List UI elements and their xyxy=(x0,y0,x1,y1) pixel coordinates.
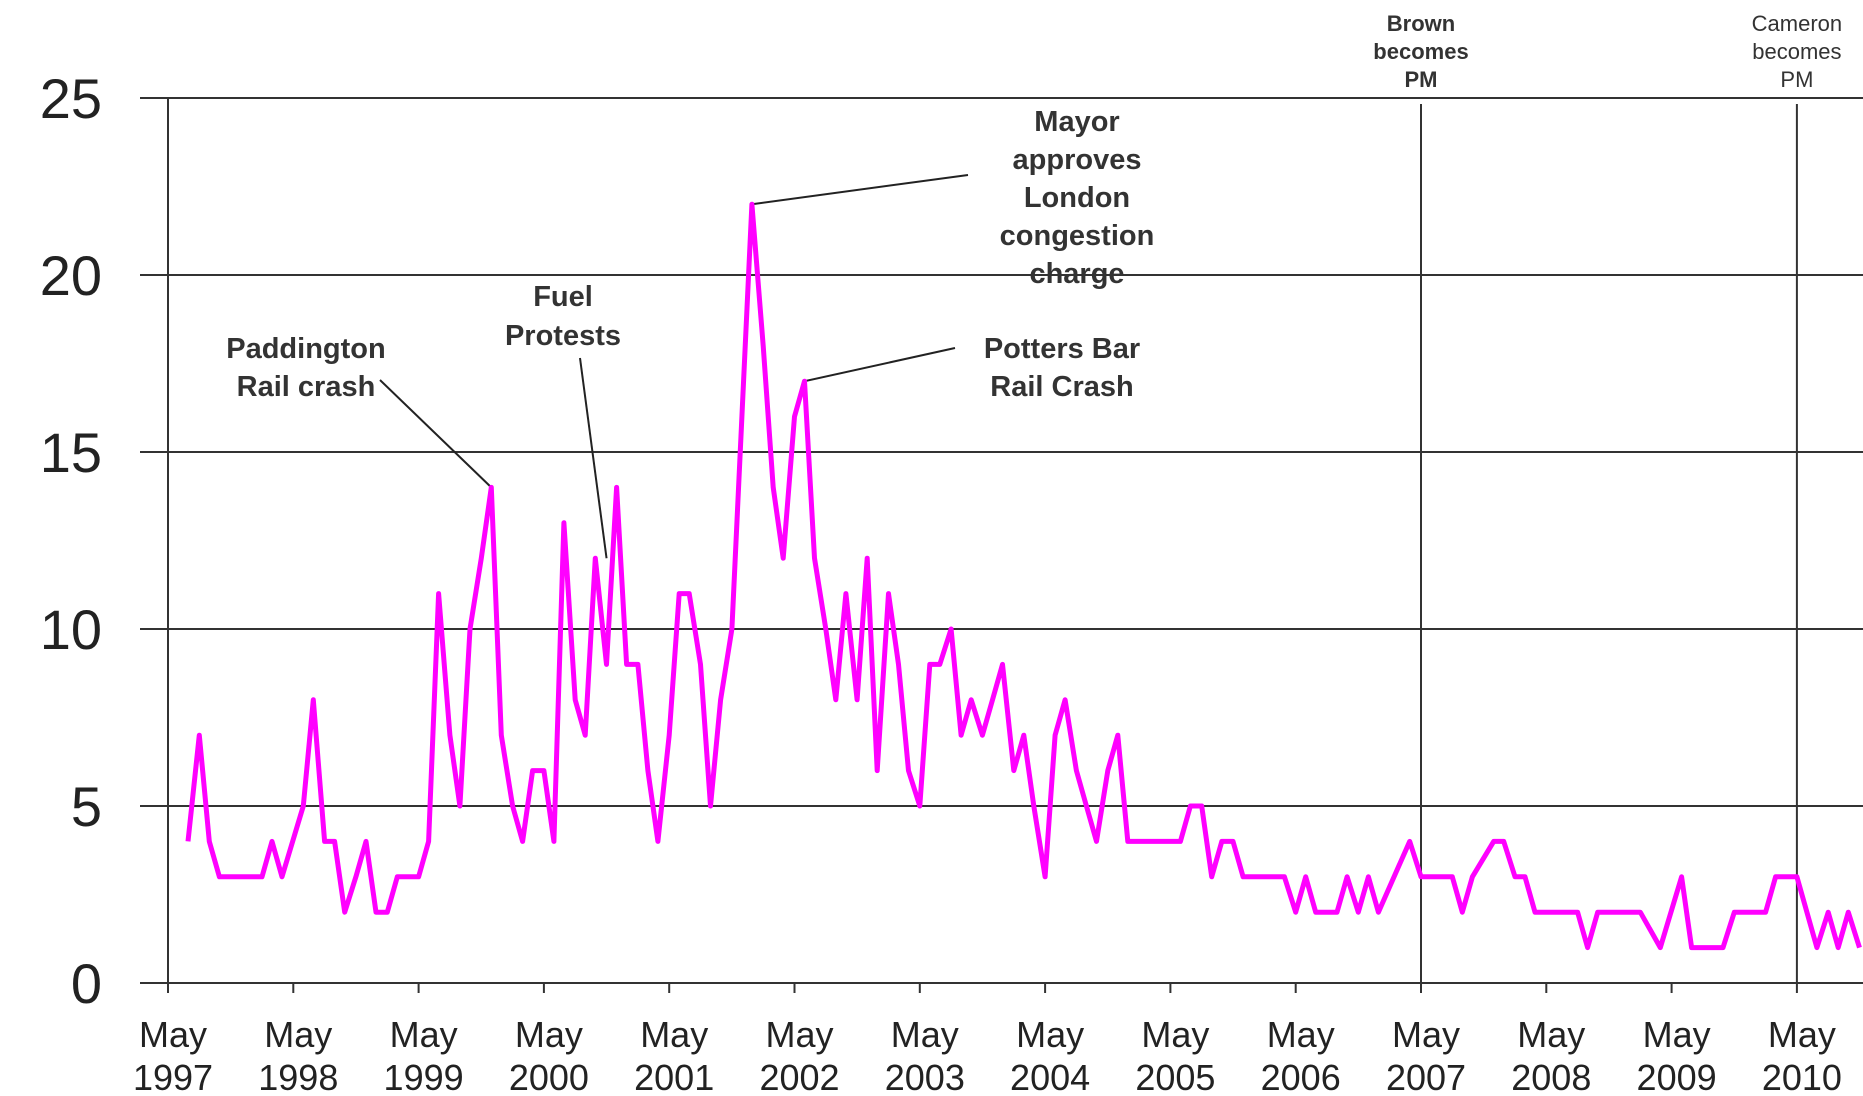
y-tick-label: 20 xyxy=(40,244,102,307)
x-tick-month: May xyxy=(390,1014,458,1055)
annotation-leader xyxy=(751,174,969,206)
annotation-label: Mayor xyxy=(1034,106,1119,138)
event-label: Cameron xyxy=(1752,11,1842,36)
x-tick-year: 2009 xyxy=(1637,1057,1717,1096)
x-tick-year: 2003 xyxy=(885,1057,965,1096)
annotation-label: Potters Bar xyxy=(984,333,1140,365)
gridlines xyxy=(140,97,1863,807)
annotation-leader-lines xyxy=(379,174,969,559)
y-tick-label: 0 xyxy=(71,952,102,1015)
x-tick-month: May xyxy=(1768,1014,1836,1055)
event-label: becomes xyxy=(1752,39,1841,64)
x-tick-month: May xyxy=(1016,1014,1084,1055)
x-tick-year: 1997 xyxy=(133,1057,213,1096)
x-tick-year: 2010 xyxy=(1762,1057,1842,1096)
x-tick-month: May xyxy=(1267,1014,1335,1055)
x-tick-year: 2007 xyxy=(1386,1057,1466,1096)
x-tick-year: 2004 xyxy=(1010,1057,1090,1096)
annotation-label: Paddington xyxy=(226,333,385,365)
x-tick-year: 2008 xyxy=(1511,1057,1591,1096)
x-tick-year: 2006 xyxy=(1261,1057,1341,1096)
y-tick-labels: 0 5 10 15 20 25 xyxy=(40,67,102,1015)
x-tick-month: May xyxy=(1643,1014,1711,1055)
x-tick-year: 2001 xyxy=(634,1057,714,1096)
event-label: PM xyxy=(1405,67,1438,92)
x-tick-month: May xyxy=(891,1014,959,1055)
x-tick-month: May xyxy=(264,1014,332,1055)
x-tick-year: 1998 xyxy=(258,1057,338,1096)
x-tick-month: May xyxy=(1141,1014,1209,1055)
annotation-label: Fuel xyxy=(533,281,593,313)
x-tick-year: 2005 xyxy=(1135,1057,1215,1096)
annotation-label: charge xyxy=(1029,258,1124,290)
event-label: PM xyxy=(1780,67,1813,92)
x-tick-year: 2002 xyxy=(759,1057,839,1096)
x-tick-month: May xyxy=(640,1014,708,1055)
x-tick-month: May xyxy=(1517,1014,1585,1055)
x-tick-month: May xyxy=(1392,1014,1460,1055)
series-lines xyxy=(185,201,1862,951)
axes xyxy=(140,98,1863,984)
x-tick-month: May xyxy=(139,1014,207,1055)
annotation-leader xyxy=(579,357,608,559)
x-tick-month: May xyxy=(765,1014,833,1055)
series-line xyxy=(185,201,1862,951)
annotation-label: Rail Crash xyxy=(990,371,1133,403)
annotation-labels: Paddington Rail crash Fuel Protests Mayor app… xyxy=(226,106,1154,403)
event-label: becomes xyxy=(1373,39,1468,64)
annotation-leader xyxy=(379,379,492,489)
x-tick-year: 2000 xyxy=(509,1057,589,1096)
annotation-label: London xyxy=(1024,182,1130,214)
x-tick-labels: May1997May1998May1999May2000May2001May20… xyxy=(133,983,1842,1096)
annotation-leader xyxy=(804,347,956,383)
event-markers: Brown becomes PM Cameron becomes PM xyxy=(1373,11,1842,983)
y-tick-label: 15 xyxy=(40,421,102,484)
y-tick-label: 10 xyxy=(40,598,102,661)
x-tick-month: May xyxy=(515,1014,583,1055)
y-tick-label: 25 xyxy=(40,67,102,130)
annotation-label: approves xyxy=(1013,144,1142,176)
annotation-label: Protests xyxy=(505,320,621,352)
annotation-label: congestion xyxy=(1000,220,1155,252)
annotation-label: Rail crash xyxy=(237,371,376,403)
event-label: Brown xyxy=(1387,11,1455,36)
x-tick-year: 1999 xyxy=(384,1057,464,1096)
y-tick-label: 5 xyxy=(71,775,102,838)
